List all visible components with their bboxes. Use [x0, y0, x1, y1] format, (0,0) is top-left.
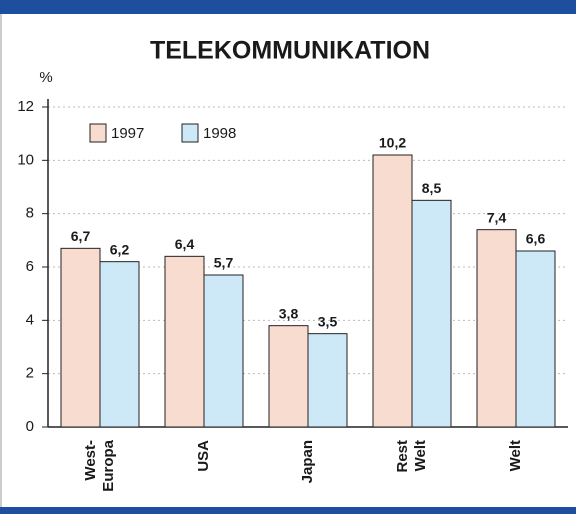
value-label: 3,5	[318, 313, 338, 329]
bar	[515, 250, 556, 428]
x-tick-label: Japan	[299, 440, 316, 483]
bar	[60, 247, 101, 428]
bar	[307, 333, 348, 428]
y-tick-label: 0	[26, 418, 34, 435]
top-band	[0, 0, 576, 14]
value-label: 6,4	[175, 236, 195, 252]
x-tick-label-line: Japan	[299, 440, 316, 483]
x-tick-label-line: Welt	[412, 440, 429, 471]
x-tick-label-line: West-	[82, 440, 99, 481]
x-tick-label: Welt	[507, 440, 524, 471]
x-tick-label: West-Europa	[82, 439, 117, 491]
value-label: 6,6	[526, 231, 546, 247]
bar	[99, 261, 140, 428]
bottom-band	[0, 507, 576, 514]
y-tick-label: 2	[26, 365, 34, 382]
value-label: 10,2	[379, 135, 406, 151]
value-label: 7,4	[487, 209, 507, 225]
x-tick-label: RestWelt	[394, 440, 429, 473]
y-axis-label: %	[39, 69, 52, 86]
bar	[411, 199, 452, 428]
legend-swatch	[89, 123, 107, 143]
y-tick-label: 8	[26, 205, 34, 222]
value-label: 5,7	[214, 255, 234, 271]
bar	[372, 154, 413, 428]
bar	[476, 229, 517, 428]
x-tick-label-line: Welt	[507, 440, 524, 471]
legend-swatch	[181, 123, 199, 143]
bar	[268, 325, 309, 428]
x-tick-label-line: USA	[195, 440, 212, 472]
y-tick-label: 6	[26, 258, 34, 275]
value-label: 6,7	[71, 228, 91, 244]
chart-title: TELEKOMMUNIKATION	[150, 37, 430, 65]
y-tick-label: 12	[17, 98, 34, 115]
bar	[203, 274, 244, 428]
value-label: 6,2	[110, 241, 130, 257]
value-label: 8,5	[422, 180, 442, 196]
legend-label: 1998	[203, 125, 236, 142]
legend-label: 1997	[111, 125, 144, 142]
y-tick-label: 10	[17, 151, 34, 168]
y-tick-label: 4	[26, 311, 34, 328]
bar	[164, 255, 205, 428]
x-tick-label-line: Rest	[394, 440, 411, 473]
x-tick-label-line: Europa	[100, 439, 117, 491]
x-tick-label: USA	[195, 440, 212, 472]
value-label: 3,8	[279, 305, 299, 321]
